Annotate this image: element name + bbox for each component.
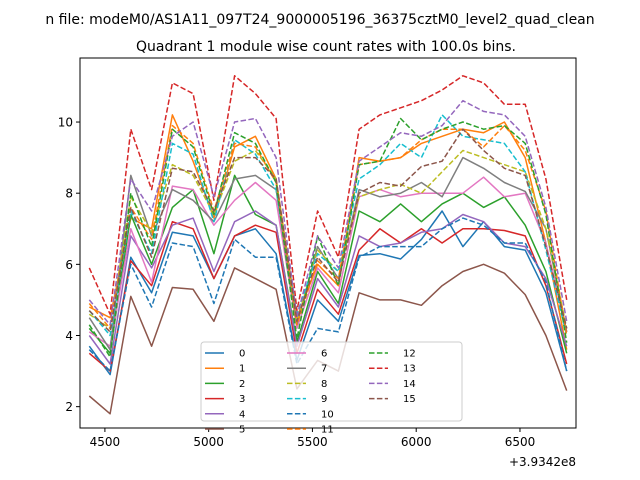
legend-label-11: 11	[321, 425, 334, 436]
x-tick-label: 4500	[90, 435, 121, 449]
series-line-2	[88, 174, 568, 355]
x-tick-label: 5000	[193, 435, 224, 449]
x-tick-label: 6500	[505, 435, 536, 449]
legend-label-10: 10	[321, 409, 334, 420]
series-line-11	[88, 124, 568, 336]
legend-label-12: 12	[403, 349, 416, 360]
legend-label-2: 2	[239, 379, 245, 390]
y-tick-label: 8	[65, 187, 73, 201]
legend-box	[200, 341, 463, 422]
legend-label-0: 0	[239, 349, 245, 360]
series-line-10	[88, 217, 568, 372]
legend-label-14: 14	[403, 379, 416, 390]
legend-label-9: 9	[321, 394, 327, 405]
series-line-6	[88, 176, 568, 347]
legend-label-4: 4	[239, 409, 245, 420]
legend-label-15: 15	[403, 394, 416, 405]
y-tick-label: 10	[58, 116, 73, 130]
x-tick-label: 5500	[297, 435, 328, 449]
series-line-13	[88, 75, 568, 315]
legend-label-3: 3	[239, 394, 245, 405]
legend-label-7: 7	[321, 364, 327, 375]
x-tick-label: 6000	[401, 435, 432, 449]
y-tick-label: 6	[65, 258, 73, 272]
series-line-4	[88, 210, 568, 365]
y-tick-label: 4	[65, 329, 73, 343]
legend-label-8: 8	[321, 379, 327, 390]
legend-label-6: 6	[321, 349, 327, 360]
plot-frame	[79, 57, 577, 429]
x-offset-label: +3.9342e8	[509, 455, 576, 469]
series-line-14	[88, 99, 568, 326]
series-line-15	[88, 128, 568, 333]
series-line-1	[88, 114, 568, 350]
legend-label-5: 5	[239, 425, 245, 436]
legend-label-13: 13	[403, 364, 416, 375]
legend-label-1: 1	[239, 364, 245, 375]
series-line-12	[88, 117, 568, 358]
figure-suptitle: n file: modeM0/AS1A11_097T24_9000005196_…	[45, 12, 594, 28]
chart-title: Quadrant 1 module wise count rates with …	[136, 39, 516, 55]
y-tick-label: 2	[65, 400, 73, 414]
